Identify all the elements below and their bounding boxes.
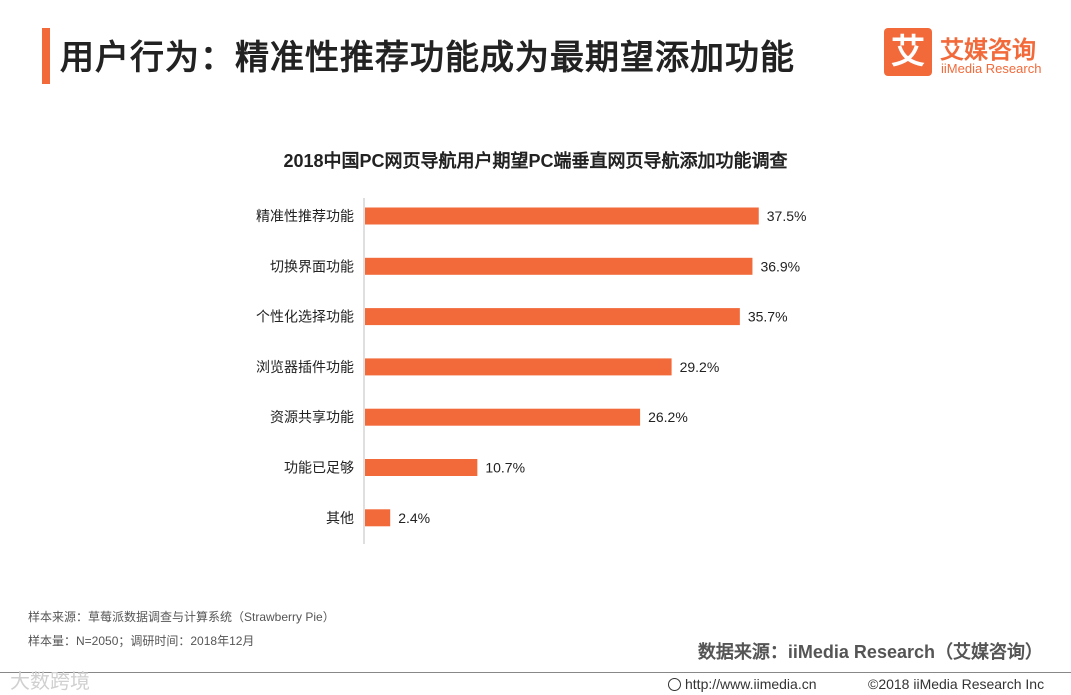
category-label: 切换界面功能 bbox=[270, 258, 354, 275]
bar bbox=[365, 408, 641, 426]
bar bbox=[365, 459, 478, 476]
data-label: 36.9% bbox=[760, 258, 800, 274]
bar bbox=[365, 308, 740, 326]
iimedia-logo: 艾 艾媒咨询 iiMedia Research bbox=[884, 28, 1054, 80]
data-source: 数据来源：iiMedia Research（艾媒咨询） bbox=[697, 642, 1043, 662]
data-label: 37.5% bbox=[767, 208, 807, 224]
website-text: http://www.iimedia.cn bbox=[685, 676, 817, 692]
footer-divider bbox=[0, 672, 1071, 673]
watermark: 大数跨境 bbox=[10, 671, 90, 693]
page-title: 用户行为：精准性推荐功能成为最期望添加功能 bbox=[60, 39, 795, 77]
bar bbox=[365, 509, 391, 527]
logo-mark-icon: 艾 bbox=[884, 28, 932, 76]
sample-size-note: 样本量：N=2050；调研时间：2018年12月 bbox=[28, 634, 255, 648]
title-accent-bar bbox=[42, 28, 50, 84]
category-label: 浏览器插件功能 bbox=[256, 360, 354, 376]
data-label: 29.2% bbox=[680, 359, 720, 375]
category-label: 个性化选择功能 bbox=[256, 310, 354, 326]
category-label: 精准性推荐功能 bbox=[256, 209, 354, 225]
bar bbox=[365, 207, 759, 225]
logo-cn-text: 艾媒咨询 bbox=[940, 37, 1036, 64]
data-label: 35.7% bbox=[748, 309, 788, 325]
globe-icon bbox=[668, 678, 681, 691]
chart-title: 2018中国PC网页导航用户期望PC端垂直网页导航添加功能调查 bbox=[283, 151, 788, 171]
category-label: 其他 bbox=[326, 511, 354, 527]
copyright: ©2018 iiMedia Research Inc bbox=[868, 676, 1045, 692]
data-label: 2.4% bbox=[398, 510, 430, 526]
sample-source-note: 样本来源：草莓派数据调查与计算系统（Strawberry Pie） bbox=[28, 610, 335, 624]
website-link[interactable]: http://www.iimedia.cn bbox=[668, 676, 817, 692]
data-label: 10.7% bbox=[485, 460, 525, 476]
bar bbox=[365, 358, 672, 376]
logo-en-text: iiMedia Research bbox=[941, 61, 1042, 76]
category-label: 资源共享功能 bbox=[270, 409, 354, 426]
data-label: 26.2% bbox=[648, 409, 688, 425]
category-label: 功能已足够 bbox=[284, 461, 354, 477]
bar-chart: 精准性推荐功能 37.5% 切换界面功能 36.9% 个性化选择功能 35.7% 浏览器插件… bbox=[256, 198, 807, 544]
bar bbox=[365, 257, 753, 275]
